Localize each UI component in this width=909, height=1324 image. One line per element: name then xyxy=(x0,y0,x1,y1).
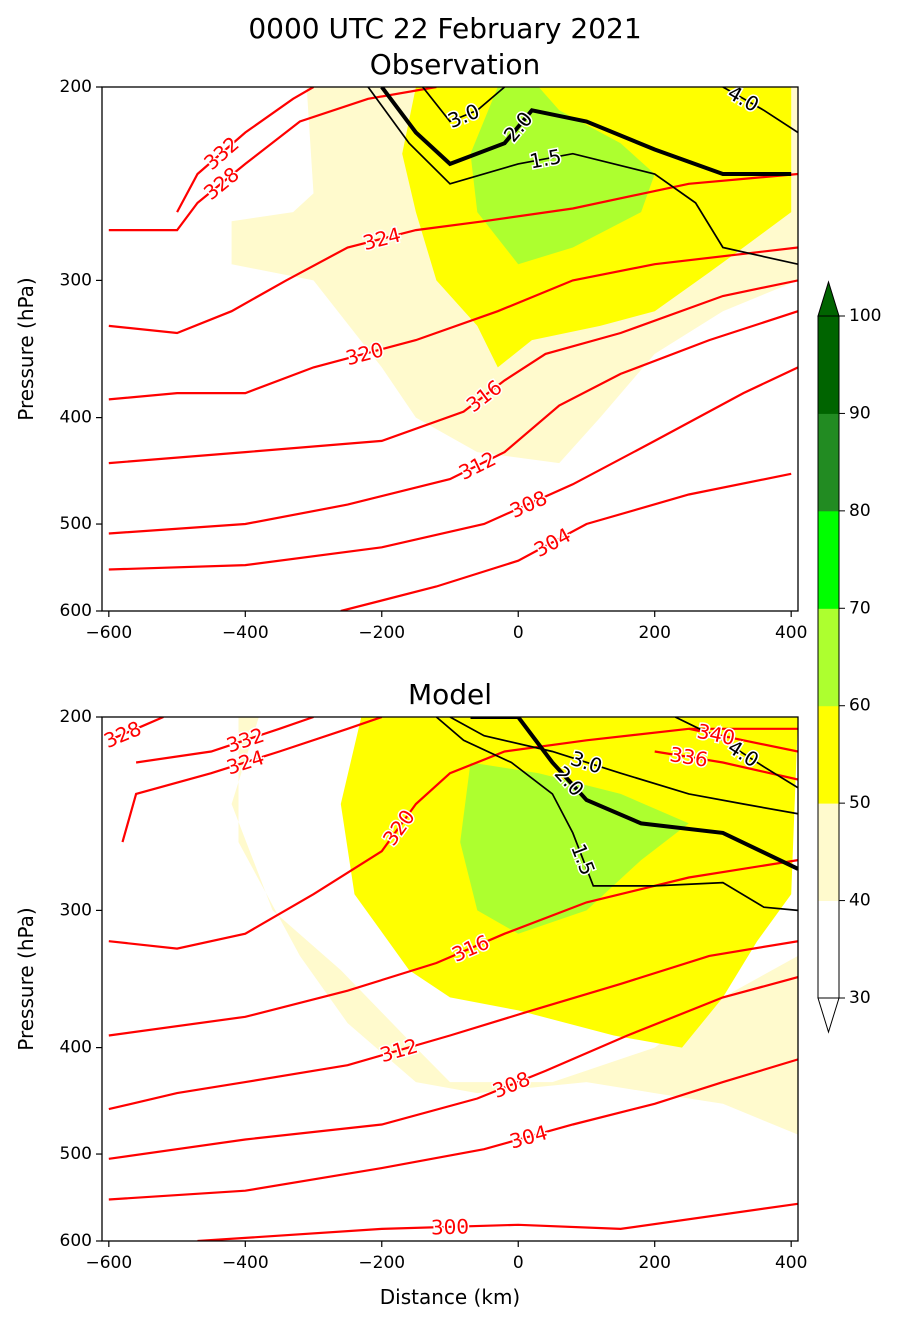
theta-label-300: 300 xyxy=(431,1214,470,1239)
x-tick-label: −600 xyxy=(85,623,132,643)
theta-label-304: 304 xyxy=(530,523,575,562)
x-tick-label: −200 xyxy=(358,623,405,643)
colorbar-tick-label: 40 xyxy=(849,891,871,911)
x-tick-label: 400 xyxy=(775,623,807,643)
theta-contour-332 xyxy=(135,717,314,764)
colorbar-bin-50 xyxy=(818,705,839,804)
theta-contour-320 xyxy=(108,727,798,950)
colorbar-tick-label: 60 xyxy=(849,696,871,716)
pv-contours xyxy=(435,717,798,912)
panel-title: Observation xyxy=(370,48,541,81)
theta-contour-324 xyxy=(108,172,798,335)
theta-contour-316 xyxy=(108,859,798,1037)
pv-contours xyxy=(367,87,798,266)
theta-contours xyxy=(108,717,798,1241)
theta-label-304: 304 xyxy=(507,1120,550,1153)
x-tick-label: 400 xyxy=(775,1253,807,1273)
y-tick-label: 200 xyxy=(60,77,92,97)
theta-contour-304 xyxy=(340,472,792,611)
colorbar-tick-label: 30 xyxy=(849,988,871,1008)
colorbar-tick-label: 100 xyxy=(849,306,881,326)
y-tick-label: 500 xyxy=(60,1144,92,1164)
plot-frame xyxy=(101,86,799,612)
pv-contour-4 xyxy=(722,87,798,134)
colorbar-bin-60 xyxy=(818,608,839,707)
y-tick-label: 300 xyxy=(60,270,92,290)
theta-label-308: 308 xyxy=(489,1066,533,1103)
x-tick-label: 0 xyxy=(513,1253,524,1273)
theta-contour-336 xyxy=(654,750,798,781)
y-tick-label: 200 xyxy=(60,707,92,727)
pv-contour-2 xyxy=(380,87,792,176)
x-tick-label: −200 xyxy=(358,1253,405,1273)
theta-contour-312 xyxy=(108,310,798,535)
pv-contour-4 xyxy=(674,717,798,789)
fill-region-40 xyxy=(231,717,798,1135)
pv-contour-2 xyxy=(470,717,798,871)
theta-contours xyxy=(108,87,798,611)
colorbar-bin-30 xyxy=(818,900,839,999)
y-axis-label: Pressure (hPa) xyxy=(14,277,38,420)
theta-label-336: 336 xyxy=(668,742,710,772)
y-axis-label: Pressure (hPa) xyxy=(14,907,38,1050)
colorbar-extend-max xyxy=(817,280,840,317)
fill-region-60 xyxy=(460,762,689,934)
colorbar-bin-80 xyxy=(818,413,839,512)
x-tick-label: 200 xyxy=(638,623,670,643)
colorbar-tick-label: 70 xyxy=(849,598,871,618)
colorbar-tick-label: 80 xyxy=(849,501,871,521)
moisture-fills xyxy=(231,87,798,464)
x-tick-label: −400 xyxy=(222,1253,269,1273)
axis-ticks: −600 −400 −200 0 200 400 200 300 400 500 600 xyxy=(60,77,808,643)
theta-contour-304 xyxy=(108,1058,798,1201)
y-tick-label: 600 xyxy=(60,1231,92,1251)
pv-contour-3 xyxy=(449,717,798,815)
theta-label-308: 308 xyxy=(506,485,551,523)
theta-contour-308 xyxy=(108,976,798,1160)
pv-contour-1.5 xyxy=(367,87,798,266)
x-tick-label: −400 xyxy=(222,623,269,643)
colorbar-bin-40 xyxy=(818,803,839,901)
x-tick-label: 200 xyxy=(638,1253,670,1273)
y-tick-label: 500 xyxy=(60,514,92,534)
theta-contour-316 xyxy=(108,279,798,465)
pv-contour-1.5 xyxy=(435,717,798,912)
theta-label-320: 320 xyxy=(343,337,386,370)
y-tick-label: 300 xyxy=(60,900,92,920)
theta-contour-332 xyxy=(176,87,315,213)
colorbar-tick-label: 90 xyxy=(849,403,871,423)
colorbar-bin-70 xyxy=(818,510,839,609)
panel-title: Model xyxy=(408,678,492,711)
colorbar-tick-label: 50 xyxy=(849,793,871,813)
axis-ticks: −600 −400 −200 0 200 400 200 300 400 500 600 xyxy=(60,707,808,1273)
colorbar-extend-min xyxy=(817,997,840,1034)
figure-suptitle: 0000 UTC 22 February 2021 xyxy=(248,12,641,45)
pv-contour-3 xyxy=(422,87,506,123)
theta-label-328: 328 xyxy=(100,716,145,753)
y-tick-label: 600 xyxy=(60,601,92,621)
theta-contour-324 xyxy=(121,717,383,843)
plot-frame xyxy=(101,716,799,1242)
theta-contour-300 xyxy=(197,1202,798,1241)
theta-contour-328 xyxy=(108,717,164,742)
theta-contour-320 xyxy=(108,246,798,401)
x-tick-label: −600 xyxy=(85,1253,132,1273)
colorbar: 30 40 50 60 70 80 90 100 xyxy=(817,280,881,1034)
theta-contour-328 xyxy=(108,87,437,232)
x-axis-label: Distance (km) xyxy=(380,1285,520,1309)
colorbar-bin-90 xyxy=(818,316,839,414)
theta-contour-312 xyxy=(108,940,798,1111)
x-tick-label: 0 xyxy=(513,623,524,643)
theta-contour-308 xyxy=(108,366,798,571)
theta-label-332: 332 xyxy=(199,132,244,175)
y-tick-label: 400 xyxy=(60,1038,92,1058)
y-tick-label: 400 xyxy=(60,408,92,428)
colorbar-frame xyxy=(817,315,840,999)
